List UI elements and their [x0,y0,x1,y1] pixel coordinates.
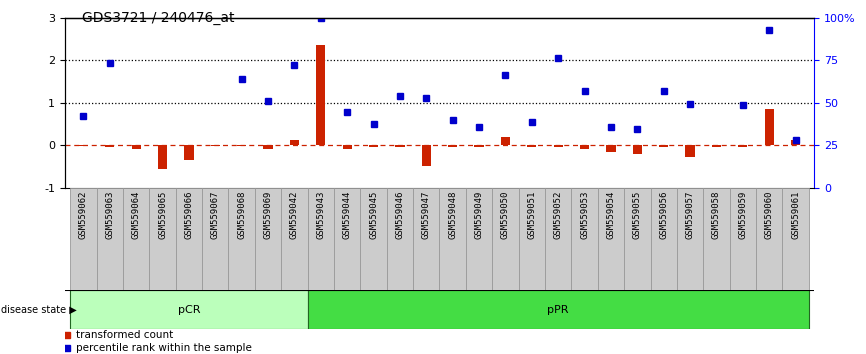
Text: GSM559047: GSM559047 [422,191,430,239]
Bar [703,188,730,290]
Bar [677,188,703,290]
Bar [210,145,220,146]
Bar [263,145,273,149]
Bar [281,188,307,290]
Bar [501,137,510,145]
Bar [229,188,255,290]
Text: disease state ▶: disease state ▶ [1,305,76,315]
Text: GSM559059: GSM559059 [739,191,747,239]
Text: GSM559055: GSM559055 [633,191,642,239]
Bar [387,188,413,290]
Text: GSM559065: GSM559065 [158,191,167,239]
Bar [686,145,695,157]
Bar [527,145,536,147]
Text: pPR: pPR [547,305,569,315]
Text: GSM559050: GSM559050 [501,191,510,239]
Bar [606,145,616,152]
Bar [712,145,721,147]
Bar [765,109,774,145]
Text: GSM559056: GSM559056 [659,191,669,239]
Text: GSM559053: GSM559053 [580,191,589,239]
Text: GSM559064: GSM559064 [132,191,140,239]
Bar [369,145,378,147]
Bar [307,188,334,290]
Bar [316,45,326,145]
Bar [334,188,360,290]
Text: GSM559042: GSM559042 [290,191,299,239]
Bar [624,188,650,290]
Bar [97,188,123,290]
Text: GDS3721 / 240476_at: GDS3721 / 240476_at [82,11,235,25]
Bar [572,188,598,290]
Text: GSM559067: GSM559067 [210,191,220,239]
Text: percentile rank within the sample: percentile rank within the sample [76,343,252,353]
Bar [255,188,281,290]
Bar [123,188,149,290]
Text: GSM559046: GSM559046 [396,191,404,239]
Bar [237,145,246,146]
Bar [580,145,589,149]
Bar [290,140,299,145]
Bar [730,188,756,290]
Text: GSM559043: GSM559043 [316,191,326,239]
Text: GSM559051: GSM559051 [527,191,536,239]
Bar [158,145,167,169]
Bar [176,188,202,290]
Bar [519,188,545,290]
Text: GSM559048: GSM559048 [449,191,457,239]
Bar [70,188,97,290]
Bar [475,145,484,147]
Bar [360,188,387,290]
Bar [791,140,800,145]
Bar [492,188,519,290]
Text: GSM559060: GSM559060 [765,191,773,239]
Text: transformed count: transformed count [76,330,173,341]
Bar [307,290,809,329]
Text: GSM559066: GSM559066 [184,191,193,239]
Text: GSM559054: GSM559054 [606,191,616,239]
Text: GSM559069: GSM559069 [263,191,273,239]
Bar [439,188,466,290]
Bar [738,145,747,147]
Bar [659,145,669,147]
Text: GSM559049: GSM559049 [475,191,483,239]
Bar [633,145,642,154]
Bar [466,188,492,290]
Bar [782,188,809,290]
Bar [553,145,563,147]
Bar [79,145,88,146]
Bar [545,188,572,290]
Bar [105,145,114,147]
Text: pCR: pCR [178,305,200,315]
Text: GSM559057: GSM559057 [686,191,695,239]
Text: GSM559045: GSM559045 [369,191,378,239]
Text: GSM559068: GSM559068 [237,191,246,239]
Bar [598,188,624,290]
Bar [343,145,352,149]
Text: GSM559058: GSM559058 [712,191,721,239]
Text: GSM559061: GSM559061 [791,191,800,239]
Text: GSM559062: GSM559062 [79,191,88,239]
Bar [202,188,229,290]
Bar [132,145,141,149]
Text: GSM559063: GSM559063 [106,191,114,239]
Bar [395,145,404,147]
Bar [70,290,307,329]
Bar [149,188,176,290]
Bar [413,188,439,290]
Bar [650,188,677,290]
Text: GSM559052: GSM559052 [553,191,563,239]
Bar [422,145,431,166]
Text: GSM559044: GSM559044 [343,191,352,239]
Bar [448,145,457,147]
Bar [184,145,193,160]
Bar [756,188,782,290]
